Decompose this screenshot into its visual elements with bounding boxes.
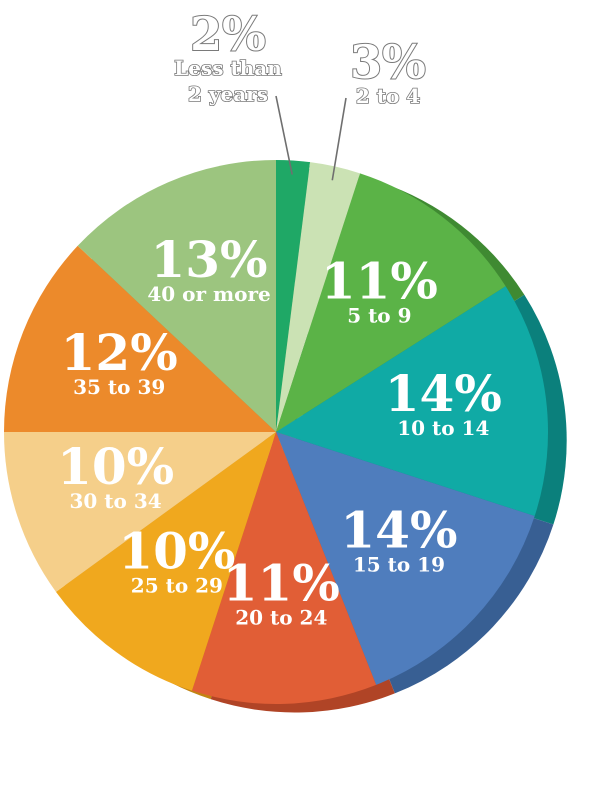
slice-range-label-outside: 2 years xyxy=(188,82,268,106)
slice-range-label: 20 to 24 xyxy=(235,606,327,630)
slice-range-label-outside: Less than xyxy=(174,56,282,80)
slice-range-label: 5 to 9 xyxy=(347,304,411,328)
slice-30-to-34 xyxy=(4,432,276,592)
slice-percent-label: 10% xyxy=(57,437,174,496)
leader-lines xyxy=(275,95,347,181)
slice-10-to-14 xyxy=(276,286,548,517)
slice-percent-label-outside: 3% xyxy=(350,35,426,89)
slice-range-label: 30 to 34 xyxy=(70,489,162,513)
leader-line xyxy=(331,97,347,181)
slice-35-to-39 xyxy=(4,245,276,432)
pie-slices xyxy=(4,160,548,704)
slice-range-label: 25 to 29 xyxy=(131,573,223,597)
slice-range-label: 40 or more xyxy=(147,282,270,306)
slice-40-or-more xyxy=(77,160,276,432)
slice-percent-label: 13% xyxy=(150,230,267,289)
slice-15-to-19 xyxy=(276,432,535,685)
slice-percent-label: 12% xyxy=(61,323,178,382)
slice-range-label: 10 to 14 xyxy=(397,416,489,440)
slice-range-label-outside: 2 to 4 xyxy=(356,84,420,108)
slice-25-to-29 xyxy=(55,432,277,691)
slice-percent-label: 10% xyxy=(118,521,235,580)
slice-percent-label-outside: 2% xyxy=(190,7,266,61)
slice-range-label: 15 to 19 xyxy=(353,552,445,576)
leader-line xyxy=(275,95,293,175)
slice-percent-label: 11% xyxy=(223,554,340,613)
slice-2-to-4 xyxy=(276,162,361,432)
slice-5-to-9 xyxy=(276,173,506,432)
slice-percent-label: 11% xyxy=(321,252,438,311)
slice-20-to-24 xyxy=(191,432,377,704)
slice-percent-label: 14% xyxy=(340,500,457,559)
slice-percent-label: 14% xyxy=(385,364,502,423)
slice-less-than-2-years xyxy=(276,160,311,432)
slice-range-label: 35 to 39 xyxy=(73,375,165,399)
